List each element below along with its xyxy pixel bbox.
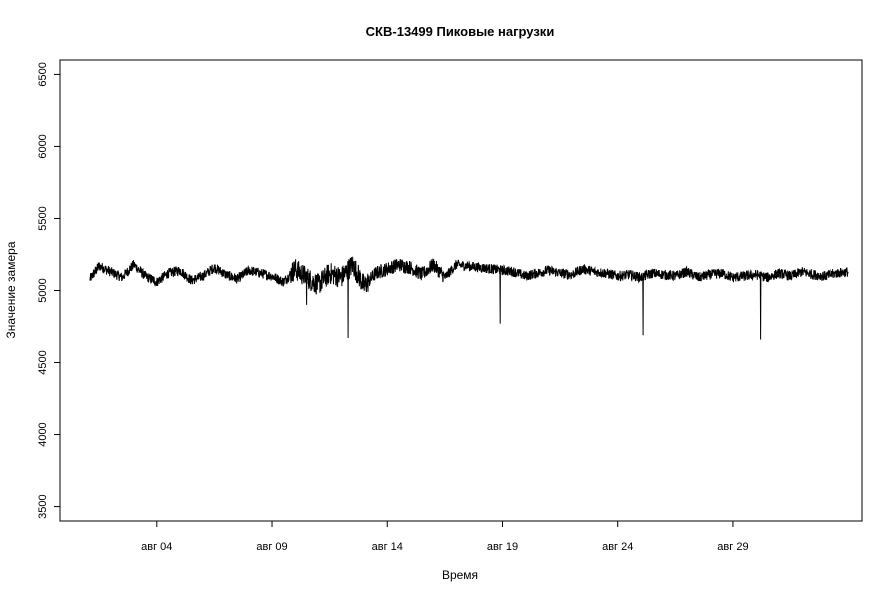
x-tick-label: авг 14 [372, 541, 403, 553]
x-axis-label: Время [442, 568, 478, 582]
x-tick-label: авг 04 [141, 541, 172, 553]
x-tick-label: авг 09 [256, 541, 287, 553]
x-axis: авг 04 авг 09 авг 14 авг 19 авг 24 авг 29 [141, 521, 749, 553]
y-tick-label: 6500 [37, 62, 49, 86]
y-tick-label: 5500 [37, 206, 49, 230]
x-tick-label: авг 19 [487, 541, 518, 553]
y-tick-label: 6000 [37, 134, 49, 158]
chart-title: СКВ-13499 Пиковые нагрузки [366, 24, 555, 39]
y-tick-label: 4000 [37, 422, 49, 446]
y-tick-label: 3500 [37, 494, 49, 518]
x-tick-label: авг 24 [602, 541, 633, 553]
y-tick-label: 4500 [37, 350, 49, 374]
series-group [89, 256, 849, 340]
plot-frame [59, 59, 863, 522]
series-line [89, 256, 849, 340]
y-axis: 3500 4000 4500 5000 5500 6000 6500 [37, 62, 60, 519]
x-tick-label: авг 29 [717, 541, 748, 553]
y-axis-label: Значение замера [4, 241, 18, 338]
y-tick-label: 5000 [37, 278, 49, 302]
